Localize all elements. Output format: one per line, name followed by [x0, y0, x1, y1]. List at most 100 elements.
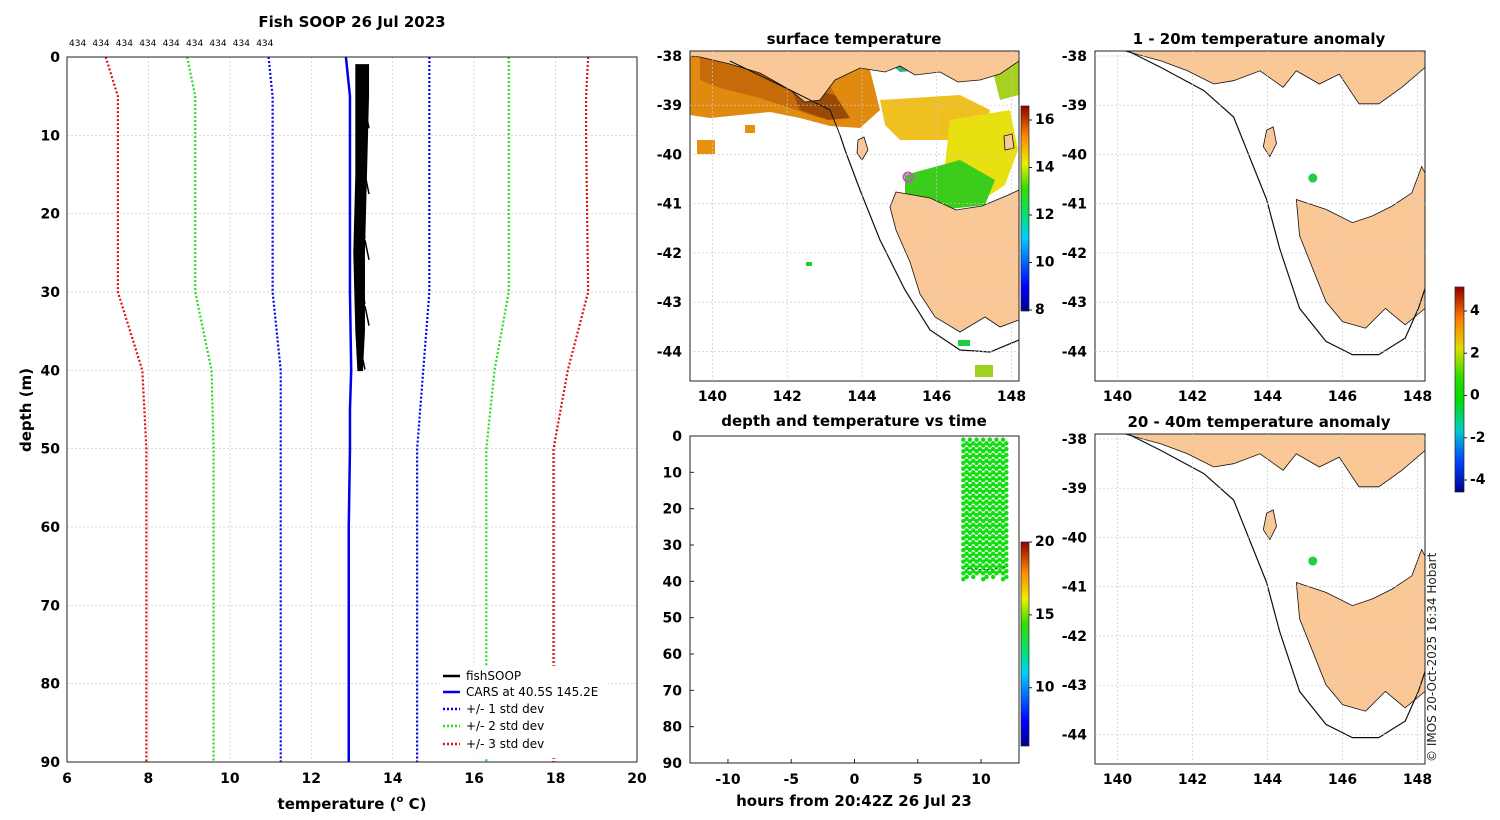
- time-point: [984, 481, 989, 487]
- time-point: [961, 443, 966, 448]
- time-point: [964, 441, 969, 446]
- time-point: [994, 553, 999, 559]
- time-point: [971, 452, 976, 458]
- anomaly-colorbar-ticks: -4 -2 0 2 4: [1464, 303, 1486, 488]
- time-point: [977, 545, 983, 551]
- fishsoop-profile-trace: [360, 284, 366, 304]
- time-point: [997, 470, 1002, 475]
- sst-location-marker: [902, 171, 914, 183]
- time-point: [1004, 539, 1009, 545]
- tick-label-y: 10: [41, 128, 61, 144]
- time-point: [987, 507, 992, 512]
- time-point: [977, 505, 983, 510]
- time-point: [964, 516, 969, 522]
- time-point: [984, 551, 989, 556]
- time-point: [971, 441, 976, 446]
- time-point: [1000, 518, 1006, 524]
- time-point: [1000, 576, 1006, 582]
- sst-map-title: surface temperature: [767, 30, 942, 48]
- time-point: [984, 510, 989, 516]
- tick-label-x: 6: [62, 771, 72, 787]
- time-point: [974, 501, 979, 506]
- time-point: [990, 563, 996, 568]
- time-point: [1004, 481, 1009, 487]
- map-tick-lon: 142: [773, 389, 802, 405]
- profile-series-line: [416, 57, 431, 762]
- time-point: [987, 495, 992, 500]
- profile-grid: [66, 56, 638, 763]
- fishsoop-profile-trace: [360, 86, 366, 107]
- time-point: [964, 505, 969, 510]
- profile-series-line: [485, 57, 510, 762]
- time-tick-label-y: 80: [663, 720, 683, 736]
- time-point: [967, 483, 973, 489]
- time-point: [964, 528, 969, 533]
- time-point: [971, 545, 976, 551]
- time-point: [967, 530, 973, 535]
- time-point: [974, 495, 979, 500]
- profile-series-line: [186, 56, 215, 762]
- map-tick-lat: -41: [1062, 580, 1087, 596]
- time-point: [977, 470, 983, 475]
- time-point: [974, 489, 979, 495]
- time-point: [990, 528, 996, 533]
- time-point: [994, 483, 999, 489]
- time-point: [1004, 574, 1009, 580]
- time-point: [997, 481, 1002, 487]
- time-point: [1004, 452, 1009, 458]
- time-point: [961, 571, 966, 576]
- time-point: [977, 452, 983, 458]
- time-point: [994, 513, 999, 518]
- tick-label-x: 18: [546, 771, 565, 787]
- time-point: [990, 481, 996, 487]
- time-point: [977, 568, 983, 574]
- time-point: [1000, 571, 1006, 576]
- time-panel-frame: [689, 435, 1020, 764]
- fishsoop-profile-trace: [360, 152, 366, 173]
- time-tick-label-y: 20: [663, 502, 683, 518]
- time-point: [971, 534, 976, 539]
- time-point: [971, 539, 976, 545]
- time-point: [997, 475, 1002, 481]
- tick-label-y: 40: [41, 363, 61, 379]
- time-point: [961, 501, 966, 506]
- colorbar-tick-label: -4: [1470, 472, 1486, 488]
- time-point: [980, 483, 986, 489]
- time-point: [977, 499, 983, 504]
- tick-label-y: 90: [41, 755, 61, 771]
- time-point: [974, 536, 979, 541]
- time-point: [990, 470, 996, 475]
- map-tick-lon: 144: [847, 389, 876, 405]
- map-mainland: [1124, 51, 1425, 105]
- time-point: [1004, 528, 1009, 533]
- tick-label-x: 20: [627, 771, 647, 787]
- time-panel-points: [961, 437, 1009, 582]
- time-point: [990, 441, 996, 446]
- time-point: [997, 545, 1002, 551]
- fishsoop-profile-trace: [360, 349, 366, 370]
- time-point: [997, 568, 1002, 574]
- time-point: [980, 466, 986, 471]
- time-point: [964, 534, 969, 539]
- anom2-map-frame: [1094, 433, 1426, 765]
- time-point: [977, 464, 983, 469]
- colorbar-tick-label: 0: [1470, 388, 1480, 404]
- time-point: [997, 539, 1002, 545]
- time-point: [967, 472, 973, 477]
- time-point: [994, 518, 999, 524]
- time-point: [984, 563, 989, 568]
- time-point: [967, 466, 973, 471]
- anom1-map-title: 1 - 20m temperature anomaly: [1133, 30, 1386, 48]
- time-point: [971, 510, 976, 516]
- map-tick-lon: 140: [1103, 772, 1132, 788]
- time-point: [980, 460, 986, 466]
- map-tick-lat: -39: [1062, 481, 1087, 497]
- time-point: [994, 559, 999, 564]
- time-tick-label-x: 0: [850, 772, 860, 788]
- time-point: [997, 493, 1002, 498]
- time-point: [971, 522, 976, 527]
- time-point: [964, 557, 969, 562]
- sst-map-content: [690, 51, 1019, 381]
- map-tick-lat: -44: [1062, 344, 1088, 360]
